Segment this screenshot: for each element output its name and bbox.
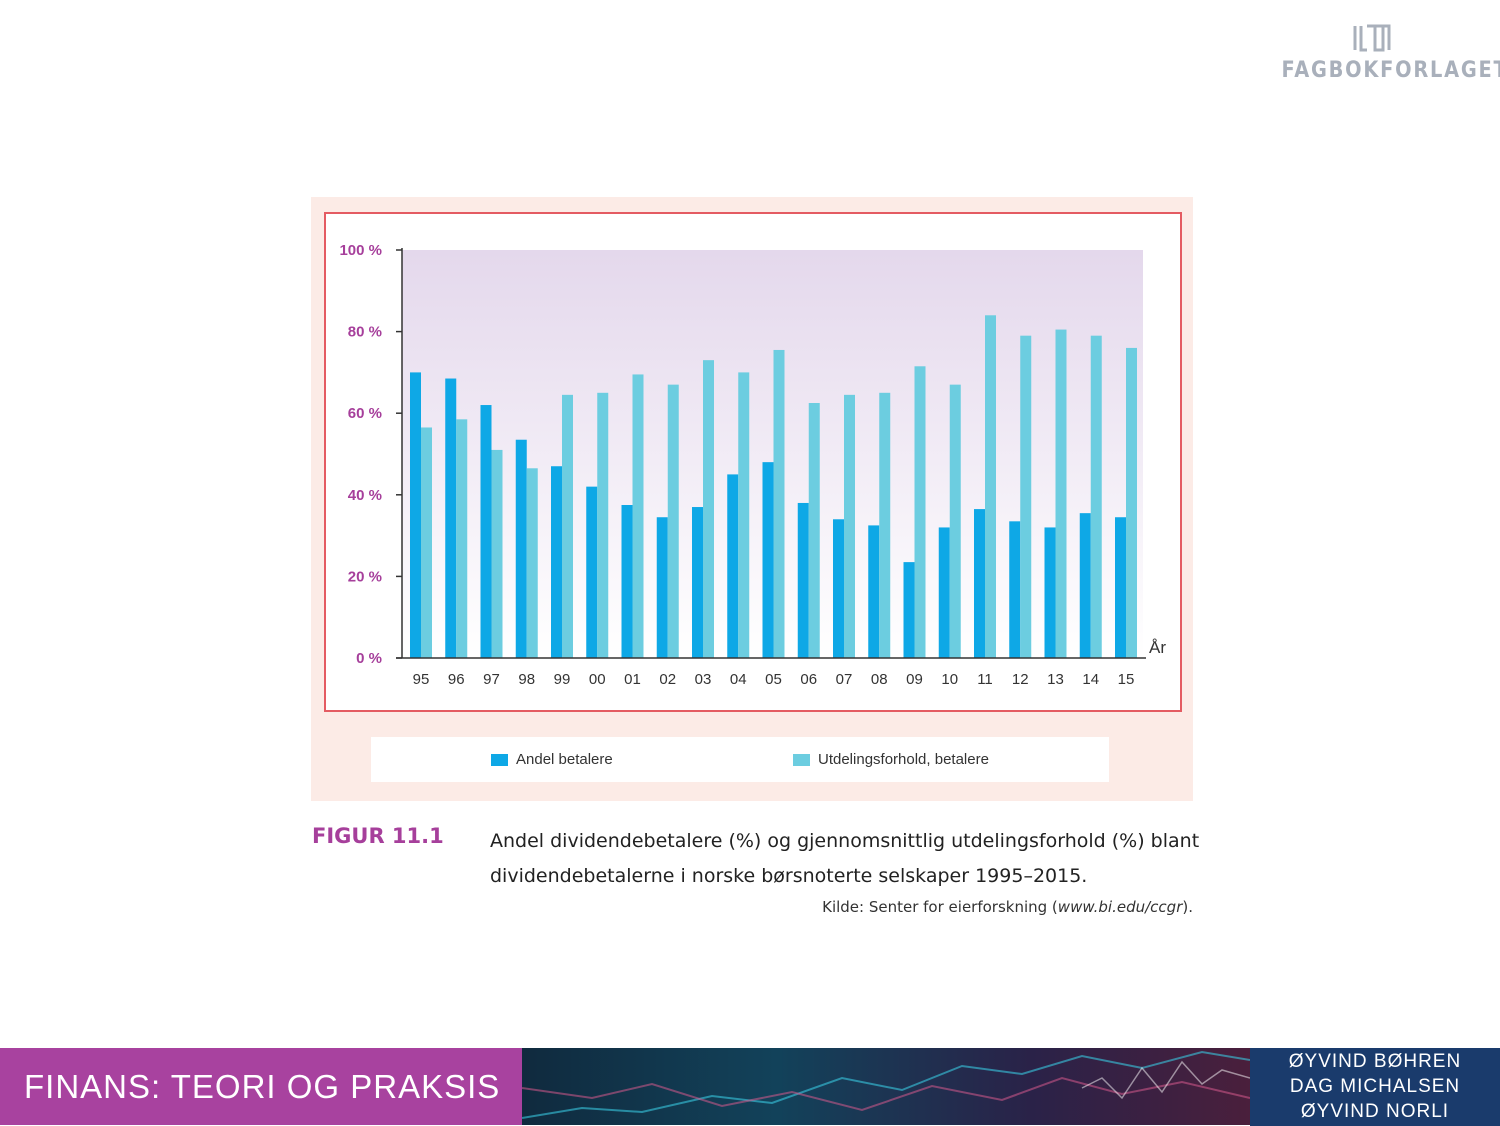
publisher-name: FAGBOKFORLAGET [1281, 58, 1500, 83]
x-tick-label: 96 [448, 671, 465, 688]
x-tick-label: 10 [941, 671, 958, 688]
bar-utdelingsforhold [773, 349, 785, 658]
bar-utdelingsforhold [1020, 335, 1032, 658]
x-tick-label: 12 [1012, 671, 1029, 688]
bar-utdelingsforhold [456, 419, 468, 658]
bar-andel-betalere [1079, 513, 1091, 658]
footer-title-panel: FINANS: TEORI OG PRAKSIS [0, 1048, 522, 1125]
author-name: DAG MICHALSEN [1289, 1076, 1461, 1097]
bar-utdelingsforhold [597, 392, 609, 658]
bar-andel-betalere [797, 502, 809, 658]
x-tick-label: 07 [836, 671, 853, 688]
bar-utdelingsforhold [1055, 329, 1067, 658]
bar-utdelingsforhold [421, 427, 432, 658]
bar-andel-betalere [410, 372, 421, 658]
x-tick-label: 13 [1047, 671, 1064, 688]
x-tick-label: 05 [765, 671, 782, 688]
bar-andel-betalere [1044, 527, 1056, 658]
bar-andel-betalere [692, 507, 703, 658]
x-tick-label: 99 [554, 671, 571, 688]
bar-utdelingsforhold [985, 315, 996, 658]
x-tick-label: 01 [624, 671, 641, 688]
legend-label: Andel betalere [516, 751, 613, 768]
x-tick-label: 95 [413, 671, 430, 688]
publisher-logo: FAGBOKFORLAGET [1266, 22, 1500, 83]
bar-andel-betalere [903, 562, 915, 658]
author-name: ØYVIND BØHREN [1288, 1051, 1462, 1072]
y-tick-label: 0 % [356, 650, 382, 667]
bar-utdelingsforhold [703, 360, 714, 658]
x-tick-label: 02 [659, 671, 676, 688]
bar-utdelingsforhold [914, 366, 926, 658]
bar-andel-betalere [656, 517, 668, 658]
stock-chart-art-icon [522, 1050, 1250, 1119]
legend-label: Utdelingsforhold, betalere [818, 751, 989, 768]
footer-finance-art [522, 1048, 1250, 1125]
figure-source: Kilde: Senter for eierforskning (www.bi.… [822, 898, 1193, 916]
bar-andel-betalere [480, 405, 492, 658]
y-tick-label: 20 % [348, 568, 382, 585]
x-tick-label: 08 [871, 671, 888, 688]
footer-banner: FINANS: TEORI OG PRAKSIS ØYVIND BØHREN D… [0, 1048, 1500, 1126]
bar-andel-betalere [1115, 517, 1126, 658]
bar-utdelingsforhold [1090, 335, 1102, 658]
x-tick-label: 97 [483, 671, 500, 688]
bar-andel-betalere [551, 466, 562, 658]
bar-utdelingsforhold [667, 384, 679, 658]
bar-utdelingsforhold [808, 403, 820, 658]
bar-andel-betalere [762, 462, 774, 658]
source-prefix: Kilde: Senter for eierforskning ( [822, 898, 1058, 916]
bar-utdelingsforhold [738, 372, 750, 658]
bar-utdelingsforhold [491, 449, 503, 658]
bars-group [410, 315, 1137, 658]
x-tick-label: 03 [695, 671, 712, 688]
bar-andel-betalere [974, 509, 985, 658]
y-tick-label: 40 % [348, 487, 382, 504]
bar-andel-betalere [938, 527, 950, 658]
bar-andel-betalere [727, 474, 739, 658]
bar-andel-betalere [586, 486, 598, 658]
bar-utdelingsforhold [844, 394, 855, 658]
x-tick-label: 14 [1082, 671, 1099, 688]
legend-item-andel-betalere: Andel betalere [491, 751, 613, 768]
bar-andel-betalere [621, 505, 633, 658]
figure-label: FIGUR 11.1 [312, 824, 444, 848]
bar-utdelingsforhold [1126, 347, 1137, 658]
y-tick-label: 100 % [339, 242, 382, 259]
footer-authors: ØYVIND BØHREN DAG MICHALSEN ØYVIND NORLI [1250, 1048, 1500, 1126]
x-tick-label: 98 [518, 671, 535, 688]
y-tick-label: 80 % [348, 324, 382, 341]
bar-andel-betalere [1009, 521, 1021, 658]
x-axis-label: År [1149, 638, 1166, 657]
book-logo-icon [1353, 24, 1391, 52]
x-tick-label: 00 [589, 671, 606, 688]
x-tick-label: 06 [800, 671, 817, 688]
bar-utdelingsforhold [526, 468, 538, 658]
bar-andel-betalere [445, 378, 457, 658]
book-title: FINANS: TEORI OG PRAKSIS [24, 1068, 501, 1105]
bar-utdelingsforhold [879, 392, 891, 658]
source-link: www.bi.edu/ccgr [1057, 898, 1183, 916]
author-name: ØYVIND NORLI [1300, 1101, 1450, 1122]
bar-utdelingsforhold [632, 374, 644, 658]
chart-legend: Andel betalere Utdelingsforhold, betaler… [371, 737, 1109, 782]
legend-swatch-andel [491, 753, 508, 766]
bar-andel-betalere [833, 519, 844, 658]
x-tick-label: 04 [730, 671, 747, 688]
bar-utdelingsforhold [562, 394, 573, 658]
x-tick-label: 15 [1118, 671, 1135, 688]
figure-caption: Andel dividendebetalere (%) og gjennomsn… [490, 830, 1200, 887]
legend-swatch-utdeling [793, 753, 810, 766]
y-tick-label: 60 % [348, 405, 382, 422]
x-tick-label: 11 [977, 671, 993, 688]
x-tick-label: 09 [906, 671, 923, 688]
legend-item-utdelingsforhold: Utdelingsforhold, betalere [793, 751, 989, 768]
axes-group: 95 96 97 98 99 00 01 02 03 04 05 06 07 08 09 10 11 12 13 14… [339, 242, 1166, 688]
bar-andel-betalere [515, 439, 527, 658]
bar-andel-betalere [868, 525, 880, 658]
bar-utdelingsforhold [949, 384, 961, 658]
source-suffix: ). [1182, 898, 1193, 916]
